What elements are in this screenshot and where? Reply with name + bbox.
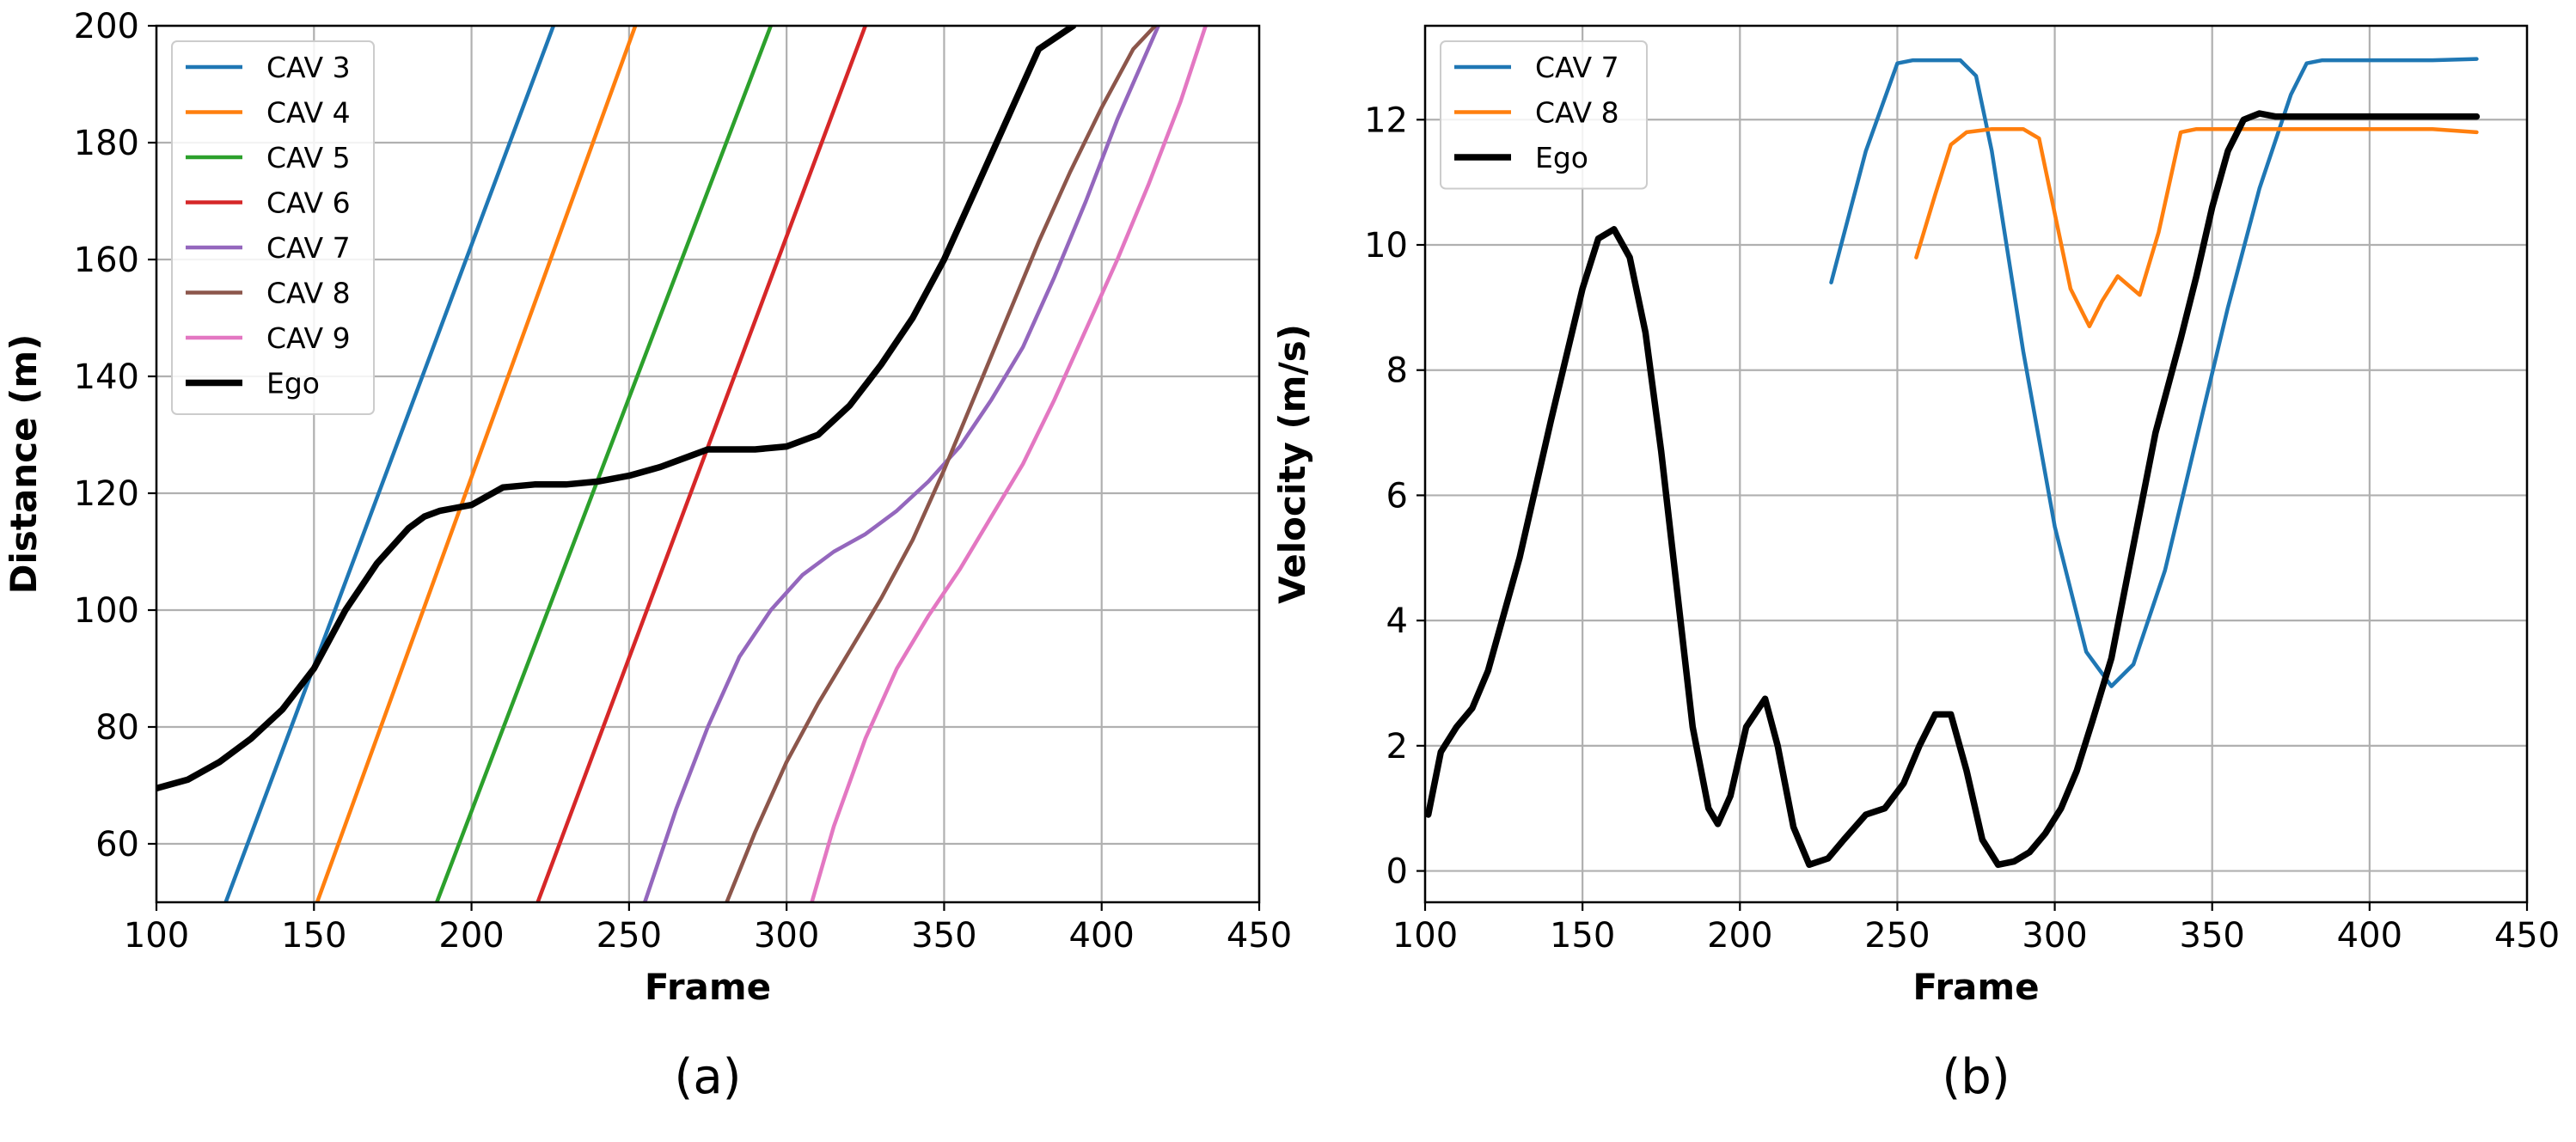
series-line-cav-7 [642,26,1160,902]
panel-a: 100 150 200 250 300 350 400 450 60 80 100 120 140 160… [3,7,1292,1105]
y-tick-label: 80 [95,708,139,748]
y-tick-label: 12 [1364,101,1408,140]
y-tick-label: 60 [95,825,139,864]
series-line-cav-7 [1829,57,2479,688]
legend-box [171,40,375,415]
y-tick-label: 0 [1386,852,1408,892]
panel-b: 100 150 200 250 300 350 400 450 0 2 4 6 8 10 12 Frame Ve… [1271,24,2560,1105]
series-line-cav-8 [1914,126,2479,328]
panel-caption: (b) [1942,1049,2010,1105]
legend: CAV 7 CAV 8 Ego [1440,40,1648,190]
x-tick-label: 350 [2180,916,2245,956]
legend-box [1440,40,1648,190]
series-line-cav-5 [434,26,774,902]
x-tick-label: 400 [1069,916,1135,956]
series-line-cav-9 [810,26,1208,902]
x-tick-label: 100 [124,916,189,956]
x-tick-label: 300 [754,916,819,956]
y-axis-label: Velocity (m/s) [1271,324,1313,604]
legend-label: CAV 7 [1535,51,1619,84]
series-line-ego [156,26,1077,792]
x-tick-label: 250 [1864,916,1930,956]
x-tick-label: 150 [1550,916,1615,956]
y-tick-label: 180 [74,124,139,163]
axes-frame [1423,24,2529,904]
legend-label: CAV 7 [266,231,351,265]
x-tick-label: 100 [1392,916,1458,956]
legend-label: Ego [266,367,320,400]
y-tick-label: 200 [74,7,139,46]
series-line-cav-6 [535,26,868,902]
x-tick-label: 450 [2494,916,2560,956]
axes-frame [155,24,1261,904]
x-tick-label: 400 [2337,916,2402,956]
x-tick-label: 200 [438,916,504,956]
y-tick-label: 100 [74,591,139,631]
x-tick-label: 200 [1707,916,1772,956]
legend-label: CAV 8 [1535,96,1619,130]
x-axis-label: Frame [645,966,771,1008]
x-axis-label: Frame [1912,966,2039,1008]
y-tick-label: 160 [74,241,139,280]
legend-label: CAV 5 [266,141,351,174]
legend-label: CAV 3 [266,51,351,84]
series-line-cav-8 [725,26,1158,902]
series-line-cav-3 [223,26,556,902]
y-axis-label: Distance (m) [3,334,45,595]
y-tick-label: 10 [1364,226,1408,266]
y-tick-label: 140 [74,357,139,397]
legend-label: CAV 4 [266,96,351,130]
legend-label: CAV 8 [266,277,351,310]
series-line-cav-4 [315,26,638,902]
panel-caption: (a) [674,1049,741,1105]
x-tick-label: 150 [281,916,346,956]
legend-label: CAV 9 [266,321,351,355]
y-tick-label: 2 [1386,727,1408,766]
series-line-ego [1425,110,2481,869]
y-tick-label: 4 [1386,602,1408,641]
y-tick-label: 120 [74,474,139,514]
x-tick-label: 450 [1227,916,1292,956]
x-tick-label: 350 [911,916,976,956]
legend-label: CAV 6 [266,186,351,220]
y-tick-label: 8 [1386,351,1408,391]
legend: CAV 3 CAV 4 CAV 5 CAV 6 CAV 7 CAV 8 CAV 9 Ego [171,40,375,415]
legend-label: Ego [1535,141,1588,174]
y-tick-label: 6 [1386,476,1408,516]
x-tick-label: 300 [2022,916,2087,956]
x-tick-label: 250 [597,916,662,956]
